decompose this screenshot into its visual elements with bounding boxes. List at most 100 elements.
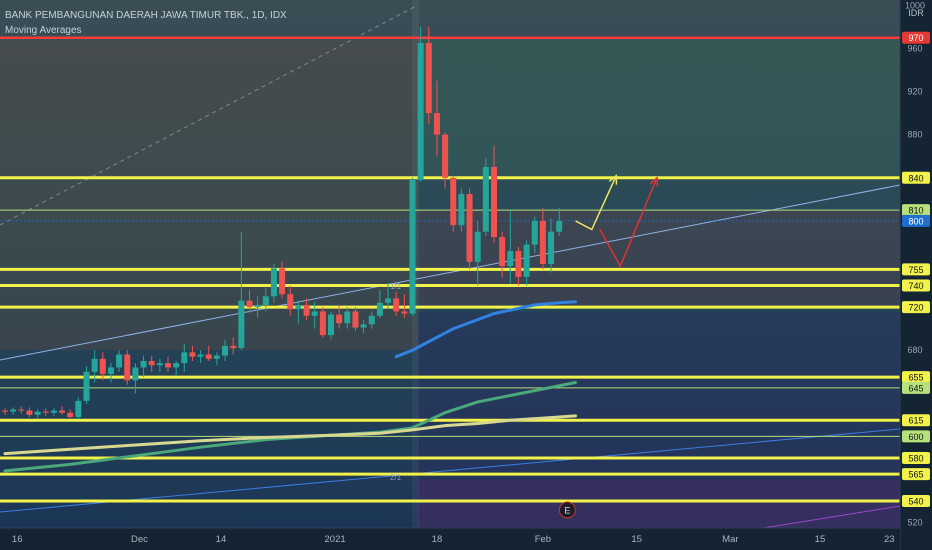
price-label-box-720 bbox=[902, 301, 930, 314]
time-tick-label: 23 bbox=[884, 534, 895, 545]
candle-body bbox=[222, 345, 229, 356]
candle-body bbox=[50, 410, 57, 413]
moving-average-3 bbox=[3, 414, 577, 456]
price-label-box-755 bbox=[902, 263, 930, 276]
price-label-box-600 bbox=[902, 430, 930, 443]
price-tick-label: 960 bbox=[907, 43, 922, 53]
price-label-800: 800 bbox=[908, 216, 923, 226]
candle-body bbox=[311, 311, 318, 316]
currency-label: IDR bbox=[908, 8, 924, 18]
candle-body bbox=[132, 367, 139, 381]
candle-body bbox=[352, 311, 359, 328]
candle-body bbox=[523, 244, 530, 277]
candle-body bbox=[442, 134, 449, 178]
indicator-legend[interactable]: Moving Averages bbox=[5, 25, 82, 36]
price-label-box-565 bbox=[902, 468, 930, 481]
price-label-box-740 bbox=[902, 279, 930, 292]
earnings-marker-label: E bbox=[564, 506, 570, 516]
candle-body bbox=[336, 314, 343, 324]
shaded-zone-mid bbox=[418, 210, 900, 308]
trendline-dashed bbox=[0, 4, 419, 226]
candle-body bbox=[18, 409, 25, 411]
candle-body bbox=[482, 167, 489, 232]
candle-body bbox=[409, 179, 416, 314]
price-label-810: 810 bbox=[908, 206, 923, 216]
price-tick-label: 680 bbox=[907, 345, 922, 355]
shaded-zone-upper bbox=[418, 37, 900, 178]
candle-body bbox=[83, 371, 90, 401]
price-tick-label: 520 bbox=[907, 518, 922, 528]
price-label-615: 615 bbox=[908, 416, 923, 426]
time-tick-label: 18 bbox=[432, 534, 443, 545]
price-label-box-615 bbox=[902, 414, 930, 427]
candle-body bbox=[539, 220, 546, 264]
shaded-zone-left bbox=[0, 37, 418, 351]
candle-body bbox=[59, 410, 66, 413]
price-label-box-580 bbox=[902, 451, 930, 464]
price-label-box-540 bbox=[902, 495, 930, 508]
annotation-label: 1/1 bbox=[390, 282, 402, 291]
candle-body bbox=[26, 410, 33, 415]
price-tick-label: 1000 bbox=[905, 0, 925, 10]
candle-body bbox=[328, 314, 334, 336]
candle-body bbox=[425, 43, 432, 114]
candle-body bbox=[368, 315, 375, 325]
candle-body bbox=[213, 355, 220, 359]
price-label-580: 580 bbox=[908, 453, 923, 463]
candle-body bbox=[67, 412, 74, 418]
candle-body bbox=[433, 113, 440, 135]
candle-body bbox=[262, 296, 269, 305]
price-label-box-810 bbox=[902, 204, 930, 217]
candle-body bbox=[458, 193, 465, 226]
candle-body bbox=[107, 367, 114, 374]
candle-body bbox=[491, 167, 497, 238]
candle-body bbox=[344, 311, 351, 324]
time-tick-label: 15 bbox=[815, 534, 826, 545]
candle-body bbox=[173, 363, 180, 368]
candle-body bbox=[230, 345, 237, 349]
time-axis bbox=[0, 528, 900, 550]
candle-body bbox=[376, 302, 383, 316]
price-tick-label: 880 bbox=[907, 130, 922, 140]
candle-body bbox=[75, 400, 82, 418]
shaded-zone-bottom bbox=[418, 479, 900, 528]
candle-body bbox=[360, 324, 367, 328]
time-tick-label: 14 bbox=[216, 534, 227, 545]
price-label-box-840 bbox=[902, 171, 930, 184]
candle-body bbox=[393, 298, 400, 312]
time-tick-label: 15 bbox=[631, 534, 642, 545]
candle-body bbox=[556, 220, 563, 232]
candle-body bbox=[295, 304, 302, 310]
price-label-box-800 bbox=[902, 214, 930, 227]
price-label-600: 600 bbox=[908, 432, 923, 442]
candle-body bbox=[148, 360, 155, 366]
candle-body bbox=[116, 354, 123, 368]
candle-body bbox=[507, 251, 514, 267]
price-label-970: 970 bbox=[908, 33, 923, 43]
candle-body bbox=[466, 193, 473, 262]
projection-path-1 bbox=[575, 175, 617, 231]
price-label-box-970 bbox=[902, 31, 930, 44]
candle-body bbox=[246, 300, 253, 308]
projection-arrowhead-2 bbox=[649, 176, 659, 187]
price-label-540: 540 bbox=[908, 497, 923, 507]
candle-body bbox=[303, 304, 310, 316]
candle-body bbox=[474, 231, 481, 262]
trendline-lower bbox=[0, 425, 932, 513]
candle-body bbox=[181, 352, 188, 364]
annotation-label: 2/1 bbox=[390, 473, 402, 482]
candle-body bbox=[515, 251, 522, 277]
price-label-720: 720 bbox=[908, 303, 923, 313]
price-label-box-645 bbox=[902, 381, 930, 394]
candle-body bbox=[531, 220, 538, 245]
candle-body bbox=[165, 363, 171, 368]
candle-body bbox=[140, 360, 147, 368]
price-label-755: 755 bbox=[908, 265, 923, 275]
candle-body bbox=[319, 311, 326, 336]
candle-body bbox=[417, 43, 424, 180]
candle-body bbox=[197, 354, 204, 357]
chart-background bbox=[0, 0, 900, 528]
price-tick-label: 920 bbox=[907, 87, 922, 97]
